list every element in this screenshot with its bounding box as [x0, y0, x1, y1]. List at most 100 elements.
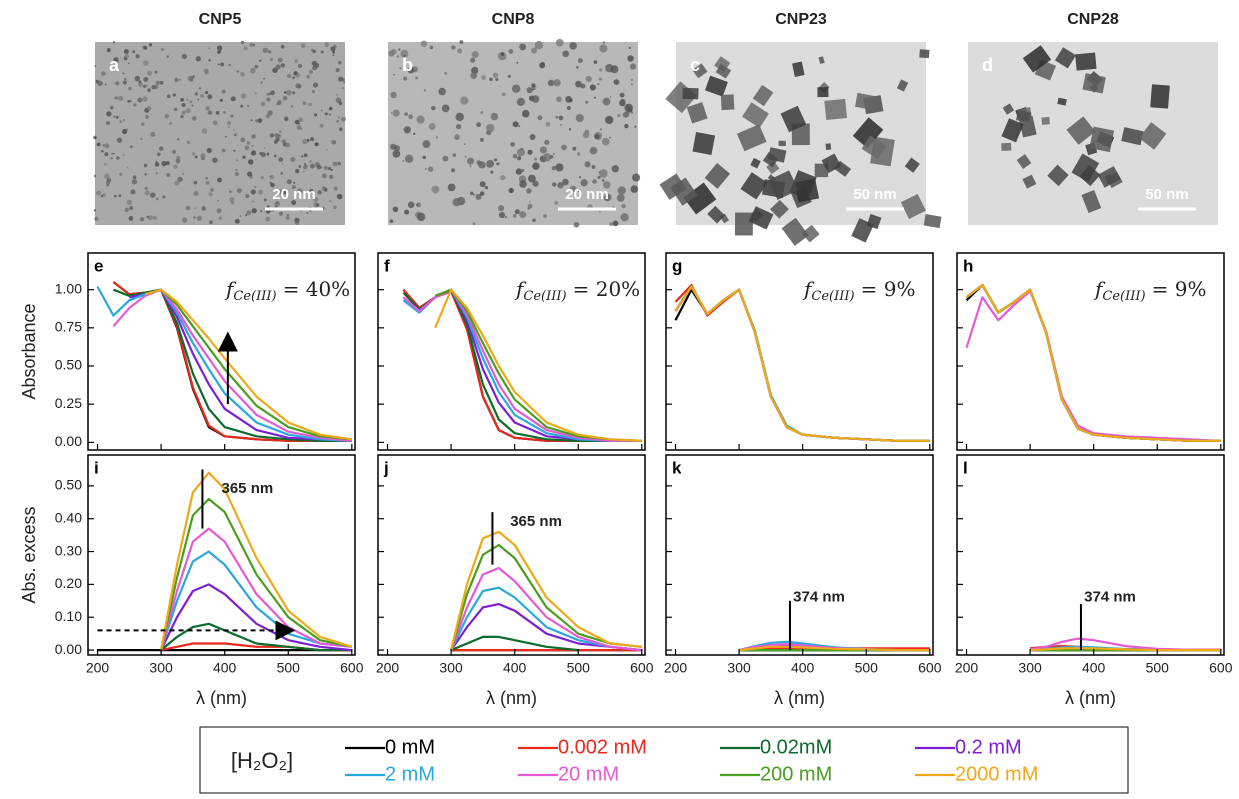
particle — [464, 155, 467, 158]
particle — [119, 120, 123, 123]
particle — [1075, 52, 1097, 71]
particle — [174, 77, 179, 83]
particle — [147, 106, 152, 111]
particle — [144, 173, 147, 176]
particle — [302, 101, 307, 106]
particle — [123, 119, 125, 121]
plot-frame — [665, 454, 934, 656]
particle — [486, 159, 494, 168]
particle — [146, 70, 153, 76]
y-tick-label: 0.00 — [55, 641, 82, 657]
particle — [229, 190, 232, 194]
series-line — [113, 288, 352, 442]
y-tick-label: 0.20 — [55, 575, 82, 591]
particle — [208, 59, 211, 62]
particle — [552, 152, 556, 155]
particle — [310, 137, 315, 142]
plot-frame — [377, 454, 646, 656]
particle — [273, 154, 277, 158]
particle — [150, 131, 156, 137]
particle — [320, 109, 323, 112]
particle — [246, 104, 250, 108]
particle — [398, 48, 401, 51]
particle — [94, 65, 97, 67]
particle — [236, 70, 239, 73]
particle — [562, 50, 570, 58]
particle — [441, 104, 450, 113]
micrograph — [968, 42, 1218, 225]
particle — [598, 68, 603, 72]
particle — [280, 172, 283, 175]
particle — [246, 210, 252, 216]
particle — [825, 143, 832, 150]
particle — [116, 156, 120, 160]
panel-letter: i — [94, 458, 99, 477]
particle — [314, 142, 319, 146]
particle — [247, 171, 253, 177]
x-tick-label: 600 — [1209, 660, 1233, 676]
particle — [512, 121, 519, 128]
fraction-annotation: fCe(III) = 9% — [1093, 277, 1206, 304]
particle — [154, 162, 160, 167]
x-tick-label: 200 — [86, 660, 110, 676]
particle — [408, 114, 414, 120]
particle — [267, 110, 273, 116]
legend-box — [199, 726, 1129, 794]
series-line — [112, 288, 352, 442]
particle — [601, 179, 605, 182]
particle — [438, 87, 446, 96]
particle — [389, 219, 394, 224]
x-tick-label: 200 — [664, 660, 688, 676]
y-tick-label: 0.10 — [55, 608, 82, 624]
particle — [151, 85, 156, 90]
particle — [416, 115, 425, 124]
series-line — [402, 288, 642, 442]
particle — [200, 94, 205, 98]
particle — [476, 122, 481, 128]
scale-bar-label: 20 nm — [565, 186, 608, 203]
particle — [551, 166, 556, 171]
particle — [129, 99, 132, 103]
particle — [196, 215, 203, 221]
particle — [442, 155, 449, 162]
particle — [118, 194, 122, 198]
particle — [118, 95, 124, 101]
plot-frame — [956, 252, 1225, 451]
particle — [166, 94, 171, 99]
particle — [248, 159, 254, 165]
particle — [239, 215, 242, 217]
particle — [251, 200, 255, 203]
particle — [102, 193, 106, 197]
particle — [489, 77, 493, 82]
particle — [234, 218, 240, 224]
particle — [217, 199, 220, 202]
particle — [416, 203, 419, 206]
particle — [124, 54, 130, 59]
particle — [104, 173, 110, 180]
particle — [577, 58, 583, 64]
particle — [780, 105, 807, 133]
particle — [166, 173, 171, 177]
particle — [403, 76, 408, 81]
particle — [490, 170, 494, 174]
particle — [473, 193, 476, 196]
particle — [527, 174, 536, 183]
particle — [303, 165, 308, 170]
particle — [531, 47, 538, 54]
particle — [251, 134, 256, 139]
plot-frame — [87, 454, 356, 656]
particle — [197, 98, 200, 101]
particle — [306, 212, 309, 215]
particle — [243, 46, 248, 51]
particle — [521, 168, 525, 173]
particle — [569, 42, 577, 50]
particle — [208, 47, 211, 50]
series-line — [160, 527, 352, 651]
particle — [129, 145, 133, 148]
particle — [279, 130, 282, 133]
x-tick-label: 500 — [1146, 660, 1170, 676]
particle — [171, 149, 177, 154]
particle — [296, 124, 302, 130]
particle — [198, 87, 202, 90]
x-tick-label: 500 — [277, 660, 301, 676]
